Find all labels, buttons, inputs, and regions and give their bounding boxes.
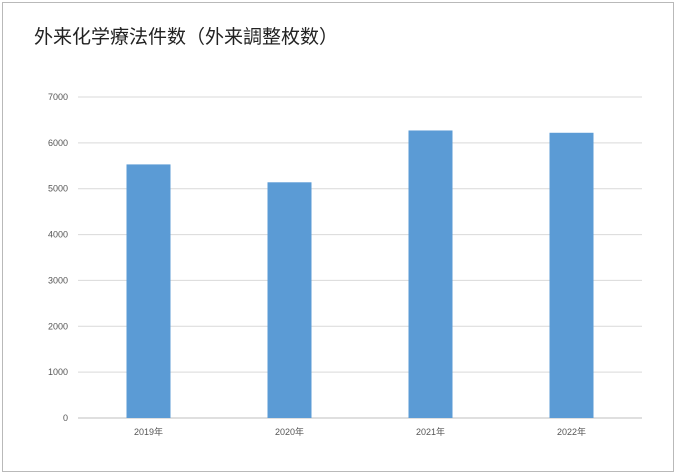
bar <box>549 132 594 419</box>
y-tick-label: 5000 <box>48 184 68 194</box>
y-tick-label: 1000 <box>48 367 68 377</box>
bar <box>408 130 453 418</box>
x-tick-label: 2022年 <box>557 426 586 437</box>
y-tick-label: 2000 <box>48 321 68 331</box>
x-tick-label: 2020年 <box>275 426 304 437</box>
y-tick-label: 7000 <box>48 92 68 102</box>
chart-title: 外来化学療法件数（外来調整枚数） <box>34 26 339 48</box>
x-tick-label: 2021年 <box>416 426 445 437</box>
y-tick-label: 0 <box>63 413 68 423</box>
x-tick-label: 2019年 <box>134 426 163 437</box>
y-tick-label: 6000 <box>48 138 68 148</box>
y-tick-label: 3000 <box>48 275 68 285</box>
bar <box>267 182 312 418</box>
bar <box>126 164 171 418</box>
y-tick-label: 4000 <box>48 230 68 240</box>
